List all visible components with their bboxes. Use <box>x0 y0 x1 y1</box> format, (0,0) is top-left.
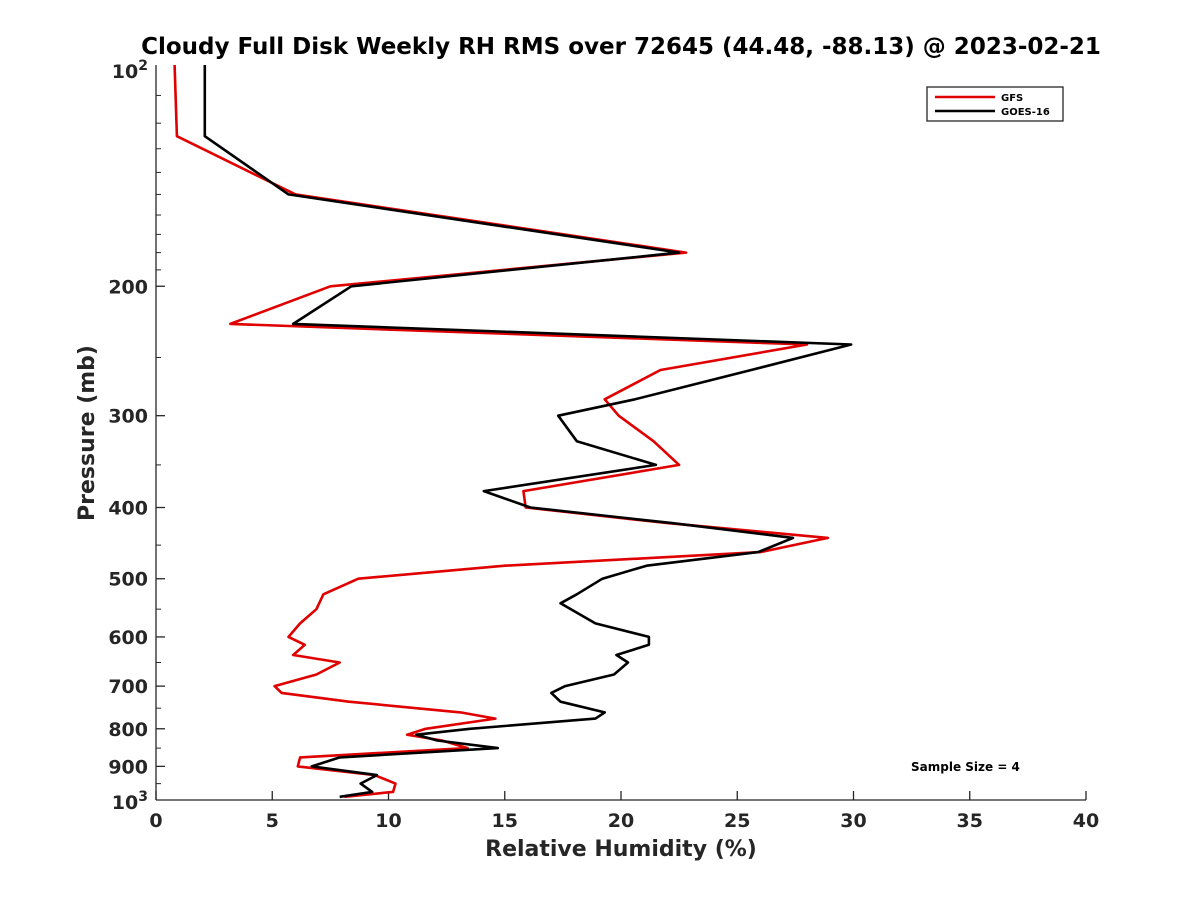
chart-title: Cloudy Full Disk Weekly RH RMS over 7264… <box>141 34 1101 60</box>
y-tick-label-bottom: 103 <box>112 789 148 814</box>
legend-label-goes-16: GOES-16 <box>1001 107 1050 118</box>
legend-box <box>926 86 1064 122</box>
y-axis-title: Pressure (mb) <box>75 345 100 521</box>
x-axis-title: Relative Humidity (%) <box>485 837 757 862</box>
y-tick-label: 700 <box>108 676 148 698</box>
x-tick-label: 15 <box>492 810 518 832</box>
sample-size-annotation: Sample Size = 4 <box>911 760 1020 774</box>
y-tick-label-top: 102 <box>112 58 148 83</box>
x-tick-label: 5 <box>266 810 279 832</box>
plot-area: 0 5 10 15 20 25 30 35 40 200 300 400 500 600 700 800 900… <box>108 58 1099 832</box>
series-line-goes-16 <box>203 65 853 799</box>
y-tick-label: 400 <box>108 498 148 520</box>
y-tick-label: 600 <box>108 627 148 649</box>
x-tick-label: 0 <box>149 810 162 832</box>
x-tick-label: 25 <box>724 810 750 832</box>
y-tick-label: 200 <box>108 276 148 298</box>
x-tick-label: 10 <box>375 810 401 832</box>
x-tick-label: 40 <box>1073 810 1099 832</box>
x-tick-label: 30 <box>840 810 866 832</box>
y-tick-label: 500 <box>108 569 148 591</box>
series-line-gfs <box>173 64 830 799</box>
x-tick-label: 20 <box>608 810 634 832</box>
y-tick-label: 800 <box>108 719 148 741</box>
y-tick-label: 900 <box>108 756 148 778</box>
x-tick-label: 35 <box>957 810 983 832</box>
y-tick-label: 300 <box>108 406 148 428</box>
legend-label-gfs: GFS <box>1001 93 1023 104</box>
legend: GFS GOES-16 <box>926 86 1064 122</box>
